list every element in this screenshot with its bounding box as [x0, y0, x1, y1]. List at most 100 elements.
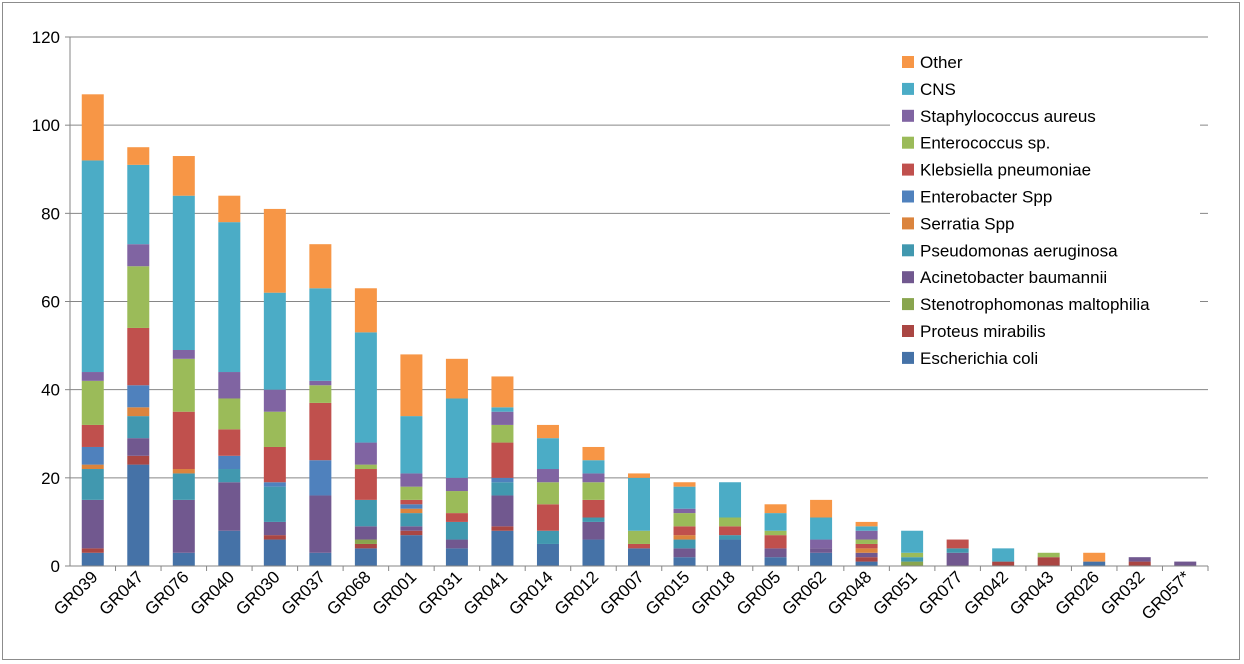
bar-segment: [309, 385, 332, 403]
bar-segment: [810, 517, 833, 540]
x-tick-label: GR037: [278, 567, 330, 619]
y-tick-label: 80: [41, 204, 60, 223]
bar-segment: [1037, 552, 1060, 558]
bar-segment: [400, 504, 423, 509]
x-tick-label: GR012: [551, 567, 603, 619]
bar-segment: [1037, 557, 1060, 566]
bar-segment: [263, 446, 286, 483]
bar-segment: [445, 398, 468, 478]
bar-segment: [354, 469, 377, 500]
x-tick-label: GR057*: [1138, 567, 1194, 623]
bar-segment: [673, 482, 696, 487]
x-tick-label: GR007: [596, 567, 648, 619]
bar-segment: [263, 539, 286, 566]
bar-segment: [719, 517, 742, 527]
bar-segment: [719, 526, 742, 536]
bar-segment: [400, 513, 423, 527]
bar-segment: [491, 495, 514, 527]
legend-swatch: [902, 136, 914, 149]
x-tick-label: GR051: [869, 567, 921, 619]
bar-segment: [1083, 561, 1106, 566]
bar-segment: [309, 288, 332, 381]
bar-segment: [263, 486, 286, 522]
bar-segment: [127, 147, 150, 165]
bar-segment: [218, 455, 241, 470]
bar-segment: [946, 539, 969, 549]
bar-segment: [445, 491, 468, 514]
bar-segment: [81, 94, 104, 161]
legend: Other CNS Staphylococcus aureus Enterococcu…: [890, 48, 1200, 378]
x-tick-label: GR047: [96, 567, 148, 619]
bar-segment: [764, 513, 787, 531]
bar-segment: [218, 530, 241, 566]
y-tick-label: 20: [41, 469, 60, 488]
bar-segment: [309, 380, 332, 386]
bar-segment: [354, 464, 377, 470]
bar-segment: [309, 552, 332, 566]
y-tick-label: 120: [32, 28, 60, 47]
bar-segment: [263, 482, 286, 487]
bar-segment: [309, 495, 332, 553]
bar-segment: [309, 244, 332, 289]
x-tick-label: GR014: [505, 567, 557, 619]
bar-segment: [81, 469, 104, 500]
bar-segment: [901, 530, 924, 553]
bar-segment: [172, 411, 195, 470]
bar-segment: [946, 552, 969, 566]
bar-segment: [536, 469, 559, 483]
bar-segment: [354, 526, 377, 540]
bar-segment: [400, 535, 423, 566]
bar-segment: [628, 530, 650, 544]
bar-segment: [491, 477, 514, 483]
bar-segment: [172, 499, 195, 553]
bar-segment: [764, 504, 787, 514]
bar-segment: [81, 499, 104, 549]
bar-segment: [582, 460, 605, 474]
bar-segment: [764, 530, 787, 536]
bar-segment: [263, 535, 286, 540]
bar-segment: [673, 513, 696, 527]
bar-segment: [127, 385, 150, 408]
legend-swatch: [902, 217, 914, 230]
bar-segment: [673, 508, 696, 514]
bar-segment: [81, 552, 104, 566]
bar-segment: [764, 535, 787, 549]
bar-segment: [810, 539, 833, 549]
legend-label: Enterococcus sp.: [920, 134, 1050, 153]
bar-segment: [764, 557, 787, 566]
bar-segment: [263, 208, 286, 293]
bar-segment: [445, 521, 468, 540]
bar-segment: [491, 482, 514, 496]
legend-label: CNS: [920, 80, 956, 99]
x-tick-label: GR043: [1006, 567, 1058, 619]
bar-segment: [855, 548, 878, 553]
bar-segment: [127, 416, 150, 439]
bar-segment: [673, 557, 696, 566]
legend-label: Other: [920, 53, 963, 72]
legend-swatch: [902, 190, 914, 203]
bar-segment: [491, 424, 514, 443]
bar-segment: [127, 455, 150, 465]
bar-segment: [400, 508, 423, 514]
bar-segment: [445, 513, 468, 522]
bar-segment: [400, 416, 423, 474]
bar-segment: [536, 530, 559, 544]
bar-segment: [582, 482, 605, 500]
x-tick-label: GR041: [460, 567, 512, 619]
bar-segment: [992, 548, 1015, 562]
bar-segment: [263, 411, 286, 447]
bar-segment: [582, 517, 605, 522]
y-tick-label: 60: [41, 293, 60, 312]
bar-segment: [855, 526, 878, 531]
bar-segment: [309, 402, 332, 461]
bar-segment: [172, 349, 195, 359]
bar-segment: [628, 473, 650, 478]
bar-segment: [218, 398, 241, 430]
bar-segment: [491, 411, 514, 425]
bar-segment: [127, 244, 150, 267]
bar-segment: [673, 486, 696, 509]
bar-segment: [81, 464, 104, 470]
bar-segment: [81, 160, 104, 373]
bar-segment: [218, 195, 241, 223]
